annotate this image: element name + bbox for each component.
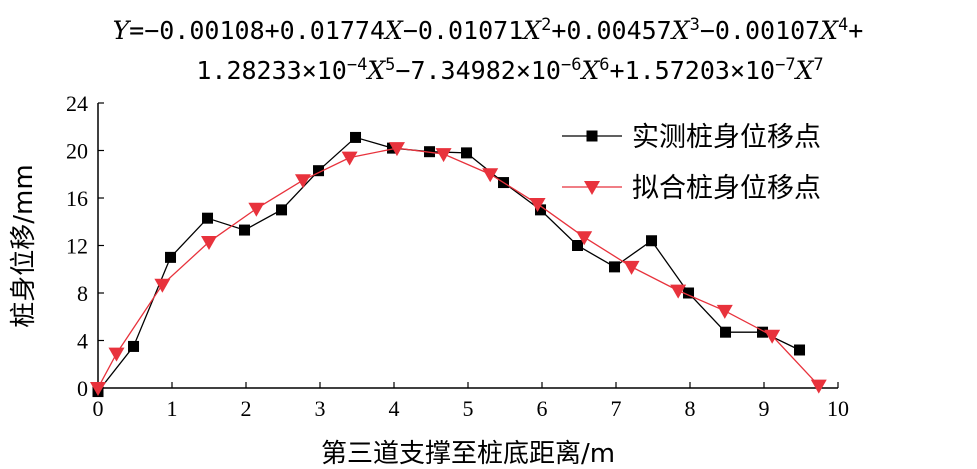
legend-label: 拟合桩身位移点	[632, 173, 821, 204]
x-tick-label: 1	[167, 396, 178, 421]
data-point	[794, 344, 806, 356]
data-point	[646, 235, 658, 247]
series-layer	[90, 131, 827, 398]
x-tick-label: 4	[389, 396, 400, 421]
y-tick-label: 16	[66, 186, 88, 211]
data-point	[341, 151, 358, 166]
x-axis-label: 第三道支撑至桩底距离/m	[321, 439, 615, 469]
equation-term: +0.00457	[551, 16, 671, 45]
series-2	[90, 142, 827, 396]
x-tick-label: 5	[463, 396, 474, 421]
data-point	[313, 165, 325, 177]
equation-term: 3	[690, 15, 700, 35]
x-tick-label: 8	[685, 396, 696, 421]
equation-term: −4	[347, 55, 367, 75]
equation-term: X	[670, 16, 691, 45]
data-point	[683, 287, 695, 299]
legend-entry: 实测桩身位移点	[562, 122, 821, 153]
x-tick-label: 2	[241, 396, 252, 421]
data-point	[201, 235, 217, 250]
y-axis-label: 桩身位移/mm	[9, 164, 39, 327]
equation-line: 1.28233×10−4X5−7.34982×10−6X6+1.57203×10…	[196, 55, 823, 85]
y-tick-label: 8	[77, 281, 88, 306]
equation-term: Y	[113, 16, 132, 45]
equation-term: −0.01071	[403, 16, 523, 45]
equation-term: X	[365, 56, 386, 85]
equation-term: 2	[541, 15, 551, 35]
equation-term: X	[794, 56, 815, 85]
x-tick-label: 0	[93, 396, 104, 421]
data-point	[108, 347, 125, 362]
y-tick-label: 0	[77, 376, 88, 401]
equation-term: +	[848, 16, 863, 45]
data-point	[609, 261, 621, 273]
data-point	[90, 382, 106, 396]
equation-term: X	[383, 16, 404, 45]
fit-equation: Y=−0.00108+0.01774X−0.01071X2+0.00457X3−…	[113, 15, 864, 85]
equation-line: Y=−0.00108+0.01774X−0.01071X2+0.00457X3−…	[113, 15, 864, 45]
data-point	[810, 379, 827, 394]
data-point	[276, 204, 288, 216]
data-point	[154, 278, 171, 293]
data-point	[576, 231, 593, 246]
data-point	[239, 224, 251, 236]
data-point	[623, 260, 640, 275]
data-point	[529, 197, 546, 212]
x-tick-label: 10	[827, 396, 849, 421]
legend-entry: 拟合桩身位移点	[562, 173, 821, 204]
data-point	[716, 304, 733, 319]
legend-marker	[586, 130, 598, 142]
data-point	[294, 174, 311, 189]
equation-term: =−0.00108+0.01774	[129, 16, 385, 45]
legend-marker	[584, 181, 600, 195]
series-1	[92, 131, 806, 398]
data-point	[461, 147, 473, 159]
equation-term: X	[521, 16, 542, 45]
y-tick-label: 20	[66, 139, 88, 164]
legend-label: 实测桩身位移点	[632, 122, 821, 153]
equation-term: −7.34982×10	[395, 56, 561, 85]
data-point	[350, 131, 362, 143]
equation-term: X	[579, 56, 600, 85]
data-point	[535, 204, 547, 216]
data-point	[757, 326, 769, 338]
data-point	[202, 212, 214, 224]
y-tick-label: 4	[77, 329, 88, 354]
equation-term: +1.57203×10	[610, 56, 776, 85]
equation-term: 4	[838, 15, 848, 35]
y-tick-label: 24	[66, 91, 88, 116]
equation-term: −0.00107	[700, 16, 820, 45]
data-point	[248, 202, 265, 217]
data-point	[435, 148, 452, 163]
equation-term: 6	[599, 55, 609, 75]
equation-term: −6	[561, 55, 581, 75]
equation-term: 1.28233×10	[196, 56, 347, 85]
equation-term: X	[818, 16, 839, 45]
data-point	[764, 329, 781, 344]
x-tick-label: 3	[315, 396, 326, 421]
x-tick-label: 6	[537, 396, 548, 421]
x-tick-label: 9	[759, 396, 770, 421]
data-point	[482, 168, 499, 183]
y-tick-label: 12	[66, 234, 88, 259]
data-point	[720, 326, 732, 338]
data-point	[670, 284, 687, 299]
data-point	[165, 251, 177, 263]
data-point	[128, 340, 140, 352]
x-tick-label: 7	[611, 396, 622, 421]
equation-term: 5	[385, 55, 395, 75]
data-point	[388, 142, 405, 157]
data-point	[572, 240, 584, 251]
equation-term: −7	[775, 55, 795, 75]
equation-term: 7	[813, 55, 823, 75]
